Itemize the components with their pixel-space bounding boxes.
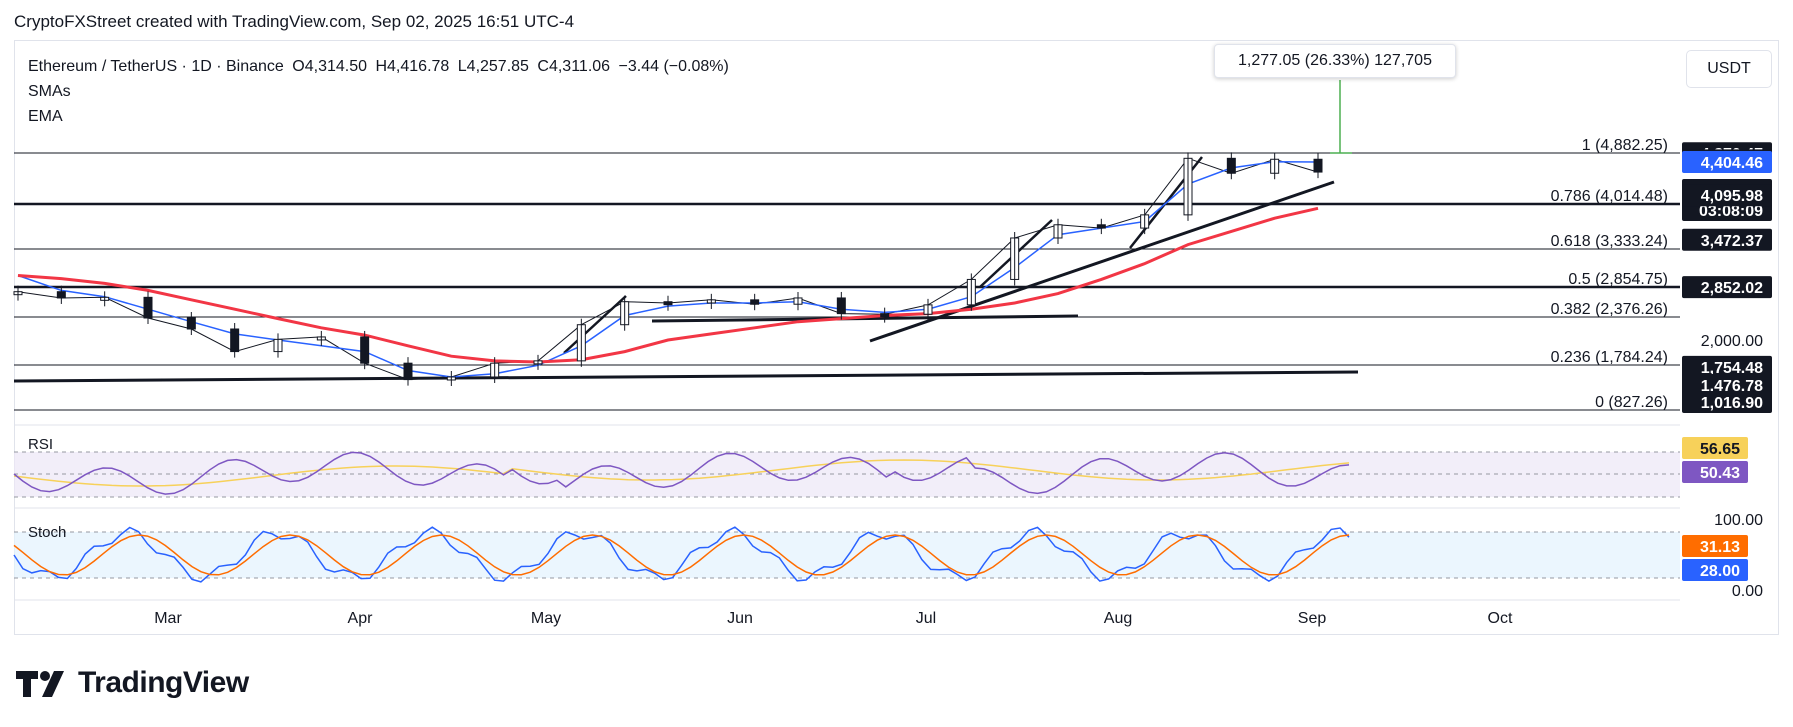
rsi-line bbox=[13, 451, 1350, 495]
stoch-title[interactable]: Stoch bbox=[28, 524, 67, 541]
trendline-rising-support bbox=[869, 180, 1335, 343]
rsi-title[interactable]: RSI bbox=[28, 436, 54, 453]
series-close-line bbox=[17, 157, 1319, 381]
price-axis-label-bg bbox=[1682, 151, 1772, 173]
rsi-value-b-bg bbox=[1682, 461, 1748, 483]
price-axis-label: 4,095.98 bbox=[1701, 188, 1763, 205]
rsi-ma-line bbox=[13, 459, 1350, 487]
price-axis-label: 03:08:09 bbox=[1699, 203, 1763, 220]
time-axis-label: Apr bbox=[348, 610, 374, 627]
ohlc-low: L4,257.85 bbox=[457, 58, 529, 75]
stoch-k-bg bbox=[1682, 535, 1748, 557]
price-axis-label-bg bbox=[1682, 374, 1772, 396]
trendline-range-support bbox=[651, 314, 1079, 323]
time-axis-label: May bbox=[531, 610, 561, 627]
tradingview-logo[interactable]: TradingView bbox=[16, 666, 249, 700]
chart-frame bbox=[14, 40, 1779, 635]
symbol-title[interactable]: Ethereum / TetherUS · 1D · Binance bbox=[28, 58, 284, 75]
stoch-k-line bbox=[13, 526, 1350, 583]
rsi-value-b: 50.43 bbox=[1700, 465, 1740, 482]
ohlc-open: O4,314.50 bbox=[292, 58, 368, 75]
indicator-sma-label[interactable]: SMAs bbox=[28, 83, 71, 100]
time-axis-label: Sep bbox=[1298, 610, 1327, 627]
fib-level-label: 0.236 (1,784.24) bbox=[1551, 349, 1668, 366]
price-axis-label: 1,016.90 bbox=[1701, 395, 1763, 412]
stoch-k-value: 31.13 bbox=[1700, 539, 1740, 556]
stoch-d-value: 28.00 bbox=[1700, 563, 1740, 580]
ohlc-high: H4,416.78 bbox=[375, 58, 450, 75]
tradingview-wordmark: TradingView bbox=[78, 666, 249, 699]
time-axis-label: Jun bbox=[727, 610, 753, 627]
chart-legend: Ethereum / TetherUS · 1D · Binance O4,31… bbox=[28, 54, 733, 129]
trendline-flag-pole bbox=[563, 295, 627, 354]
fib-level-label: 0.786 (4,014.48) bbox=[1551, 188, 1668, 205]
fib-level-label: 0.5 (2,854.75) bbox=[1568, 271, 1668, 288]
price-axis-label: 1,754.48 bbox=[1701, 360, 1763, 377]
price-axis-label: 2,852.02 bbox=[1701, 280, 1763, 297]
stoch-d-line bbox=[13, 534, 1350, 576]
indicator-ema-label[interactable]: EMA bbox=[28, 108, 63, 125]
measure-tooltip: 1,277.05 (26.33%) 127,705 bbox=[1214, 44, 1456, 78]
stoch-d-bg bbox=[1682, 559, 1748, 581]
series-sma-line bbox=[17, 160, 1319, 378]
series-ema-line bbox=[17, 206, 1319, 364]
time-axis-label: Oct bbox=[1488, 610, 1513, 627]
price-axis-label: 2,000.00 bbox=[1701, 333, 1763, 350]
stoch-axis-bottom: 0.00 bbox=[1732, 583, 1763, 600]
price-axis-label-bg bbox=[1682, 228, 1772, 251]
price-axis-label: 1,476.78 bbox=[1701, 378, 1763, 395]
time-axis-label: Jul bbox=[916, 610, 936, 627]
fib-level-label: 0.382 (2,376.26) bbox=[1551, 301, 1668, 318]
ohlc-close: C4,311.06 bbox=[537, 58, 611, 75]
chart-attribution: CryptoFXStreet created with TradingView.… bbox=[14, 12, 575, 31]
price-axis-label: 3,472.37 bbox=[1701, 233, 1763, 250]
price-axis-label-bg bbox=[1682, 184, 1772, 207]
tradingview-logo-icon bbox=[16, 671, 64, 697]
fib-level-label: 1 (4,882.25) bbox=[1582, 137, 1668, 154]
price-axis-label: 4,404.46 bbox=[1701, 155, 1763, 172]
trendline-long-support bbox=[13, 370, 1359, 383]
fib-level-label: 0 (827.26) bbox=[1595, 394, 1668, 411]
price-axis-label-bg bbox=[1682, 276, 1772, 299]
price-axis-label-bg bbox=[1682, 355, 1772, 378]
time-axis-label: Mar bbox=[154, 610, 182, 627]
rsi-value-a-bg bbox=[1682, 437, 1748, 459]
stoch-axis-top: 100.00 bbox=[1714, 512, 1763, 529]
currency-button[interactable]: USDT bbox=[1686, 50, 1772, 88]
ohlc-change: −3.44 (−0.08%) bbox=[618, 58, 729, 75]
stoch-band bbox=[14, 532, 1680, 578]
rsi-value-a: 56.65 bbox=[1700, 441, 1740, 458]
time-axis-label: Aug bbox=[1104, 610, 1132, 627]
fib-level-label: 0.618 (3,333.24) bbox=[1551, 233, 1668, 250]
price-axis-label-bg bbox=[1682, 391, 1772, 413]
